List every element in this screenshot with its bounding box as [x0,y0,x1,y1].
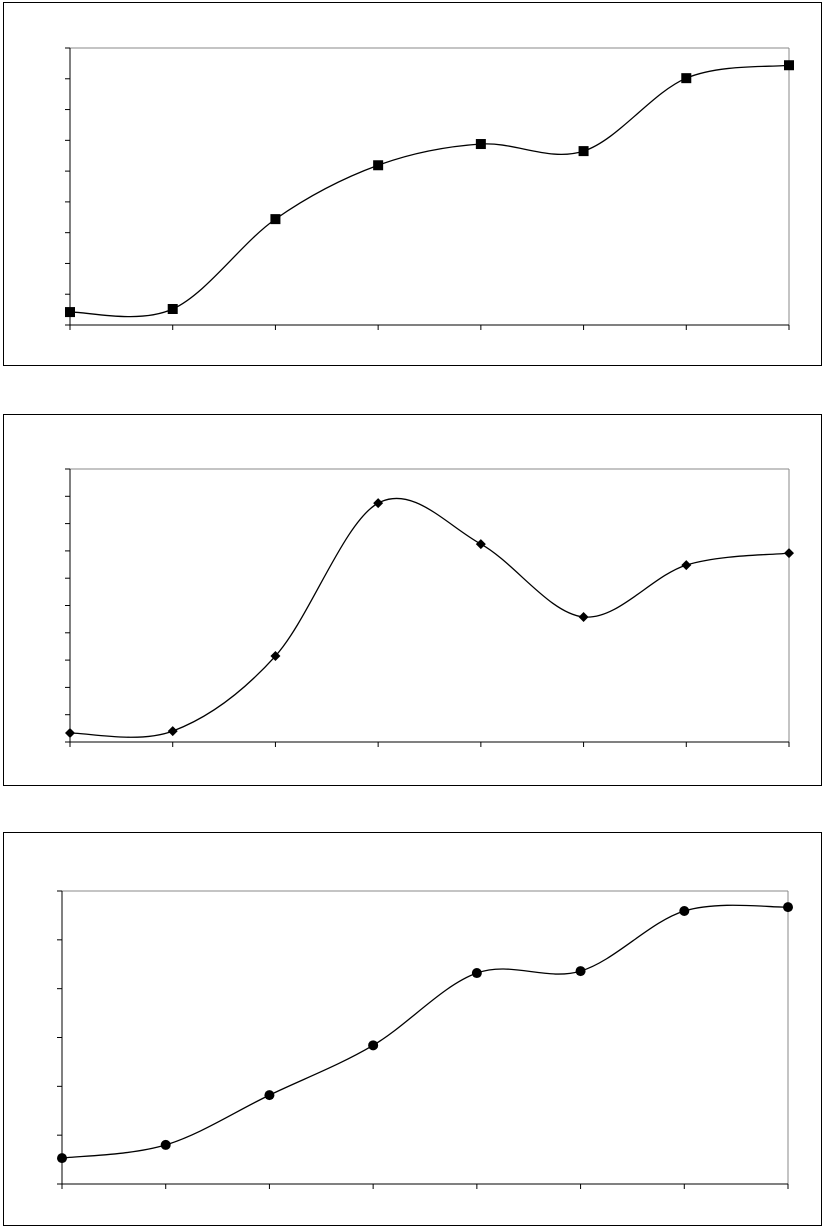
marker [578,611,589,622]
marker [783,902,793,913]
marker [373,498,384,509]
marker [167,303,178,314]
marker [373,160,384,171]
marker [475,539,486,550]
marker [270,651,281,662]
marker [784,548,794,559]
marker [681,73,692,84]
marker [575,966,586,977]
marker [368,1040,379,1051]
marker [57,1153,67,1164]
marker [264,1090,275,1101]
marker [679,906,690,917]
marker [578,146,589,157]
marker [65,727,75,738]
marker [475,139,486,150]
marker [270,214,281,225]
line [61,904,789,1159]
marker [471,968,482,979]
marker [65,307,75,318]
chart-frame [3,832,822,1226]
line [69,497,790,738]
chart-frame [3,414,822,786]
marker [784,60,794,71]
marker [167,726,178,737]
marker [160,1139,171,1150]
line [69,64,790,318]
marker [681,560,692,571]
chart-frame [3,2,822,366]
